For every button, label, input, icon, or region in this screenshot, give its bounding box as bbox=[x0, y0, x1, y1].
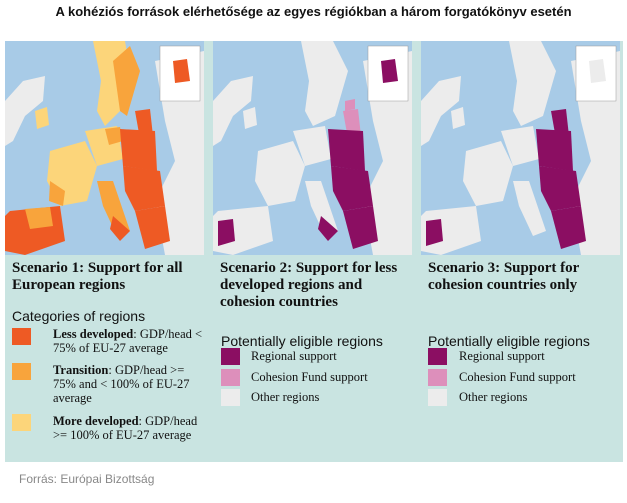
legend-swatch-cohesion-fund bbox=[428, 369, 447, 386]
scenario-1-heading: Scenario 1: Support for all European reg… bbox=[12, 260, 183, 293]
scenario-1-legend-title: Categories of regions bbox=[12, 308, 146, 324]
legend-label-cohesion-fund: Cohesion Fund support bbox=[251, 370, 368, 384]
page-title: A kohéziós források elérhetősége az egye… bbox=[55, 4, 572, 19]
legend-label-less-developed: Less developed: GDP/head < 75% of EU-27 … bbox=[53, 327, 203, 355]
scenario-3-map bbox=[421, 41, 620, 255]
legend-swatch-regional-support bbox=[221, 348, 240, 365]
legend-label-other-regions: Other regions bbox=[459, 390, 528, 404]
scenario-3-heading: Scenario 3: Support for cohesion countri… bbox=[428, 260, 579, 293]
scenario-3-legend-title: Potentially eligible regions bbox=[428, 333, 590, 349]
scenario-2-map bbox=[213, 41, 412, 255]
legend-swatch-more-developed bbox=[12, 414, 31, 431]
scenario-2-heading: Scenario 2: Support for less developed r… bbox=[220, 260, 398, 310]
legend-label-other-regions: Other regions bbox=[251, 390, 320, 404]
legend-swatch-transition bbox=[12, 363, 31, 380]
legend-swatch-other-regions bbox=[428, 389, 447, 406]
legend-swatch-other-regions bbox=[221, 389, 240, 406]
legend-label-more-developed: More developed: GDP/head >= 100% of EU-2… bbox=[53, 414, 198, 442]
scenario-panel: Scenario 1: Support for all European reg… bbox=[5, 41, 623, 462]
legend-label-regional-support: Regional support bbox=[251, 349, 337, 363]
legend-swatch-less-developed bbox=[12, 328, 31, 345]
legend-swatch-cohesion-fund bbox=[221, 369, 240, 386]
legend-swatch-regional-support bbox=[428, 348, 447, 365]
legend-label-regional-support: Regional support bbox=[459, 349, 545, 363]
scenario-1-map bbox=[5, 41, 204, 255]
legend-label-cohesion-fund: Cohesion Fund support bbox=[459, 370, 576, 384]
scenario-2-legend-title: Potentially eligible regions bbox=[221, 333, 383, 349]
source-note: Forrás: Európai Bizottság bbox=[19, 472, 155, 486]
legend-label-transition: Transition: GDP/head >= 75% and < 100% o… bbox=[53, 363, 190, 405]
